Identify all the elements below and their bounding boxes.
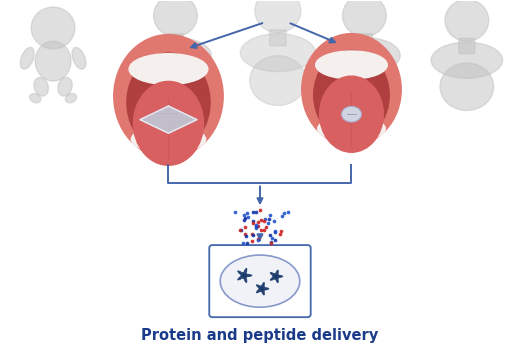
Point [243,210,251,215]
Point [244,214,252,220]
Circle shape [261,287,264,290]
Ellipse shape [114,35,223,158]
Point [241,225,249,230]
Point [276,228,285,234]
Point [242,233,250,239]
Point [280,211,288,216]
Circle shape [31,7,75,49]
Ellipse shape [127,53,210,152]
Point [260,227,268,233]
Point [249,209,258,214]
Point [265,216,273,222]
Point [267,240,275,245]
Point [230,209,239,214]
Point [251,225,260,230]
Point [249,218,258,223]
Ellipse shape [302,34,401,146]
Point [237,227,245,233]
Point [271,230,279,235]
Point [241,232,249,237]
FancyBboxPatch shape [209,245,311,317]
Point [256,207,264,212]
Point [236,227,244,232]
Text: Protein and peptide delivery: Protein and peptide delivery [141,327,378,343]
Point [254,223,262,229]
Point [267,240,275,246]
Circle shape [445,0,489,41]
Point [276,232,285,237]
Polygon shape [257,282,269,295]
Ellipse shape [34,77,48,96]
Circle shape [255,0,301,33]
Point [278,213,286,219]
Point [241,215,249,221]
Ellipse shape [72,47,86,69]
FancyBboxPatch shape [270,30,286,46]
Ellipse shape [250,56,306,106]
Ellipse shape [314,51,389,140]
Circle shape [343,0,386,36]
Ellipse shape [140,37,211,74]
Ellipse shape [58,77,72,96]
Polygon shape [238,268,252,283]
Point [254,237,263,243]
Point [264,221,272,226]
Ellipse shape [35,41,71,81]
Ellipse shape [329,37,400,74]
Point [268,235,276,241]
Ellipse shape [431,42,503,78]
Ellipse shape [337,58,391,106]
Ellipse shape [129,54,208,85]
Point [249,232,257,237]
Point [262,225,270,230]
Point [284,209,292,214]
Point [253,220,262,225]
Point [248,238,256,244]
Ellipse shape [220,255,300,307]
Point [248,231,256,236]
Point [252,209,261,215]
Point [270,228,279,234]
Ellipse shape [319,76,383,152]
Ellipse shape [440,63,494,110]
Ellipse shape [240,34,315,72]
Point [260,218,268,224]
Point [252,224,261,229]
Polygon shape [270,270,283,283]
Polygon shape [140,106,197,133]
Ellipse shape [316,51,387,79]
Ellipse shape [148,58,202,106]
Ellipse shape [134,82,203,165]
Ellipse shape [66,94,77,103]
Circle shape [243,274,246,277]
Ellipse shape [20,47,34,69]
Point [257,217,265,223]
Point [270,218,278,224]
Point [262,216,270,222]
FancyBboxPatch shape [459,39,475,54]
Point [240,212,248,218]
FancyBboxPatch shape [356,34,372,49]
FancyBboxPatch shape [167,34,183,49]
Circle shape [154,0,197,36]
Ellipse shape [342,106,361,122]
Ellipse shape [317,116,386,141]
Point [266,212,274,218]
Ellipse shape [131,126,206,153]
Ellipse shape [30,94,41,103]
Circle shape [274,275,278,278]
Point [271,237,279,243]
Point [243,241,251,246]
Point [257,228,265,233]
Point [249,221,257,226]
Point [254,236,262,241]
Point [239,240,247,246]
Point [240,217,248,223]
Point [252,222,260,228]
Point [266,232,274,237]
